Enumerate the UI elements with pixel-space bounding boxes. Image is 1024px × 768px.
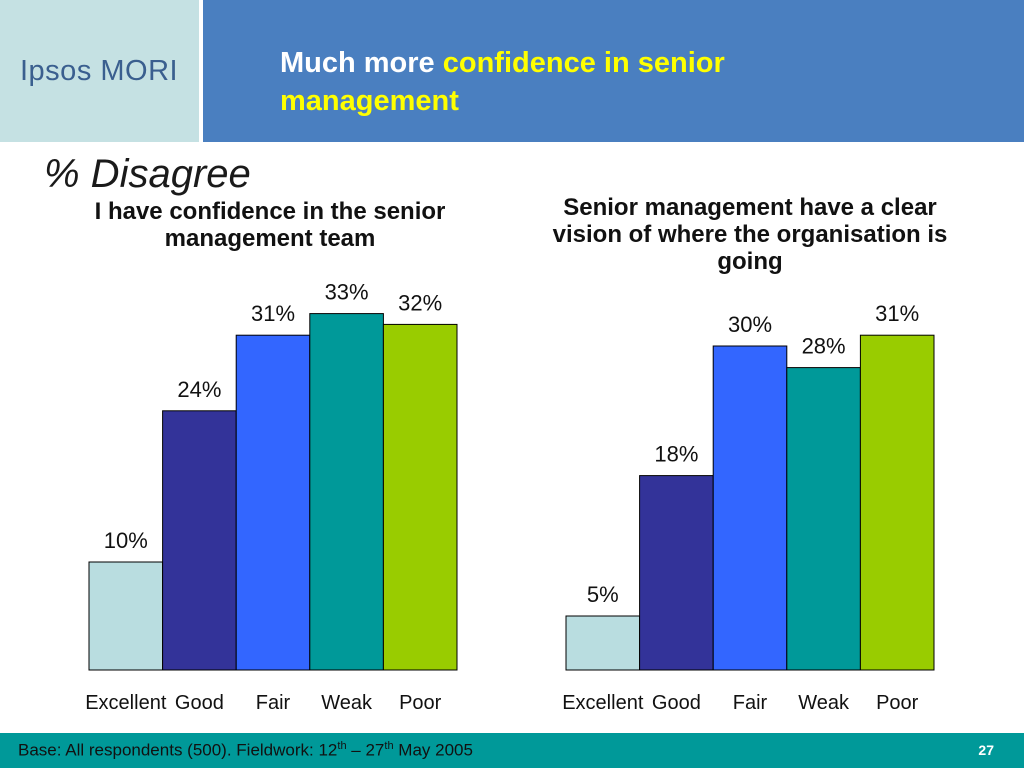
subtitle-disagree: % Disagree [44,152,251,196]
footer-base: Base: All respondents (500). Fieldwork: … [18,740,338,760]
chart-1-data-label-fair: 31% [251,301,295,326]
chart-1-bar-poor [382,323,458,671]
chart-2-data-label-weak: 28% [802,334,846,359]
chart-1-tick-label-excellent: Excellent [85,692,167,714]
page-number: 27 [978,742,994,758]
chart-1-bar-fair [235,334,311,671]
chart-1-tick-label-good: Good [175,692,224,714]
chart-2-tick-label-weak: Weak [798,692,850,714]
chart-1-tick-label-poor: Poor [399,692,442,714]
chart-1-title: I have confidence in the senior manageme… [94,198,446,252]
chart-2-tick-label-fair: Fair [733,692,768,714]
chart-2-data-label-excellent: 5% [587,582,619,607]
chart-2-bar-good [639,475,714,671]
chart-2-bar-excellent [565,615,641,671]
bar-charts: 10% Excellent 24% Good 31% Fair 33% Weak 32% Poor… [85,280,935,714]
logo-panel: Ipsos MORI [0,0,203,142]
slide-footer: Base: All respondents (500). Fieldwork: … [0,733,1024,768]
footer-sup-2: th [384,740,394,752]
ipsos-mori-logo: Ipsos MORI [20,55,179,87]
chart-2-data-label-fair: 30% [728,312,772,337]
footer-tail: May 2005 [393,740,473,760]
chart-2-tick-label-excellent: Excellent [562,692,644,714]
chart-2-bar-weak [786,367,861,671]
slide-title-plain: Much more [280,47,443,79]
chart-1-tick-label-fair: Fair [256,692,291,714]
chart-2-data-label-good: 18% [654,442,698,467]
chart-2-tick-label-poor: Poor [876,692,919,714]
chart-1-bar-excellent [88,561,164,671]
footer-sup-1: th [337,740,347,752]
chart-1-data-label-excellent: 10% [104,528,148,553]
chart-2-data-label-poor: 31% [875,301,919,326]
chart-1-tick-label-weak: Weak [321,692,373,714]
chart-2-tick-label-good: Good [652,692,701,714]
chart-1-bar-weak [309,313,384,671]
slide-title-highlight: confidence in senior management [280,47,725,117]
slide-header: Ipsos MORI Much more confidence in senio… [0,0,1024,142]
chart-1-data-label-poor: 32% [398,290,442,315]
chart-2-title: Senior management have a clear vision of… [552,194,948,275]
footer-dash: – 27 [346,740,385,760]
chart-1-data-label-weak: 33% [325,280,369,305]
chart-2-bar-poor [859,334,935,671]
footer-base-text: Base: All respondents (500). Fieldwork: … [18,740,473,761]
chart-1-data-label-good: 24% [177,377,221,402]
chart-1-bar-good [162,410,237,671]
slide-title: Much more confidence in senior managemen… [280,44,880,120]
chart-2-bar-fair [712,345,788,671]
